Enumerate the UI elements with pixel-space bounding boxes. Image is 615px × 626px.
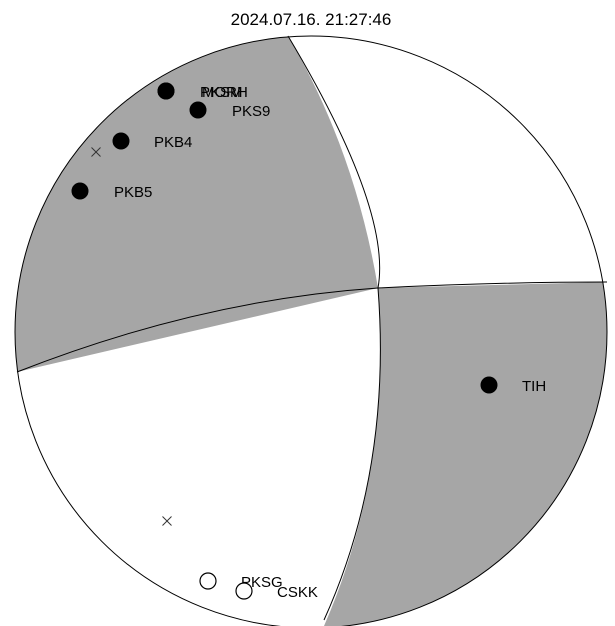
p-axis-marker [91,147,101,157]
nodal-plane-2 [16,281,608,373]
station-label: MORH [202,84,248,101]
station-marker-filled [71,182,89,200]
beachball-outline [14,35,608,626]
station-marker-open [235,582,253,600]
t-axis-marker [162,516,172,526]
station-pkb5: PKB5 [71,182,152,201]
station-label: TIH [522,378,546,395]
station-marker-filled [189,101,207,119]
plot-title: 2024.07.16. 21:27:46 [231,10,392,29]
station-label: CSKK [277,584,318,601]
station-label: PKB4 [154,134,192,151]
station-tih: TIH [480,376,546,395]
station-label: PKB5 [114,184,152,201]
station-marker-filled [112,132,130,150]
station-pkb4: PKB4 [112,132,192,151]
station-cskk: CSKK [235,582,318,601]
station-pks9: PKS9 [189,101,270,120]
station-marker-filled [157,82,175,100]
station-marker-filled [480,376,498,394]
station-label: PKS9 [232,103,270,120]
station-label: PKSM [200,84,243,101]
station-marker-open [199,572,217,590]
axis-markers [91,147,172,526]
station-morh: MORH [157,82,248,101]
